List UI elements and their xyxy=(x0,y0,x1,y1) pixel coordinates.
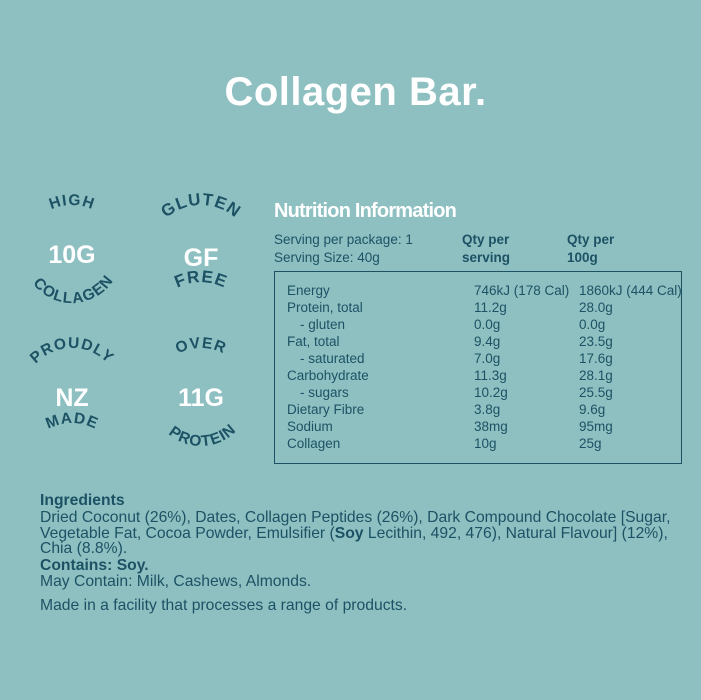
svg-text:11G: 11G xyxy=(178,384,224,412)
svg-text:GF: GF xyxy=(184,244,219,272)
svg-text:OVER: OVER xyxy=(173,335,229,357)
svg-text:10G: 10G xyxy=(48,241,95,269)
svg-text:NZ: NZ xyxy=(55,384,88,412)
svg-text:PROTEIN: PROTEIN xyxy=(166,421,240,451)
svg-text:MADE: MADE xyxy=(43,410,101,433)
svg-text:HIGH: HIGH xyxy=(47,192,97,213)
svg-text:PROUDLY: PROUDLY xyxy=(27,335,117,367)
svg-text:GLUTEN: GLUTEN xyxy=(158,190,245,222)
svg-text:COLLAGEN: COLLAGEN xyxy=(30,272,117,307)
